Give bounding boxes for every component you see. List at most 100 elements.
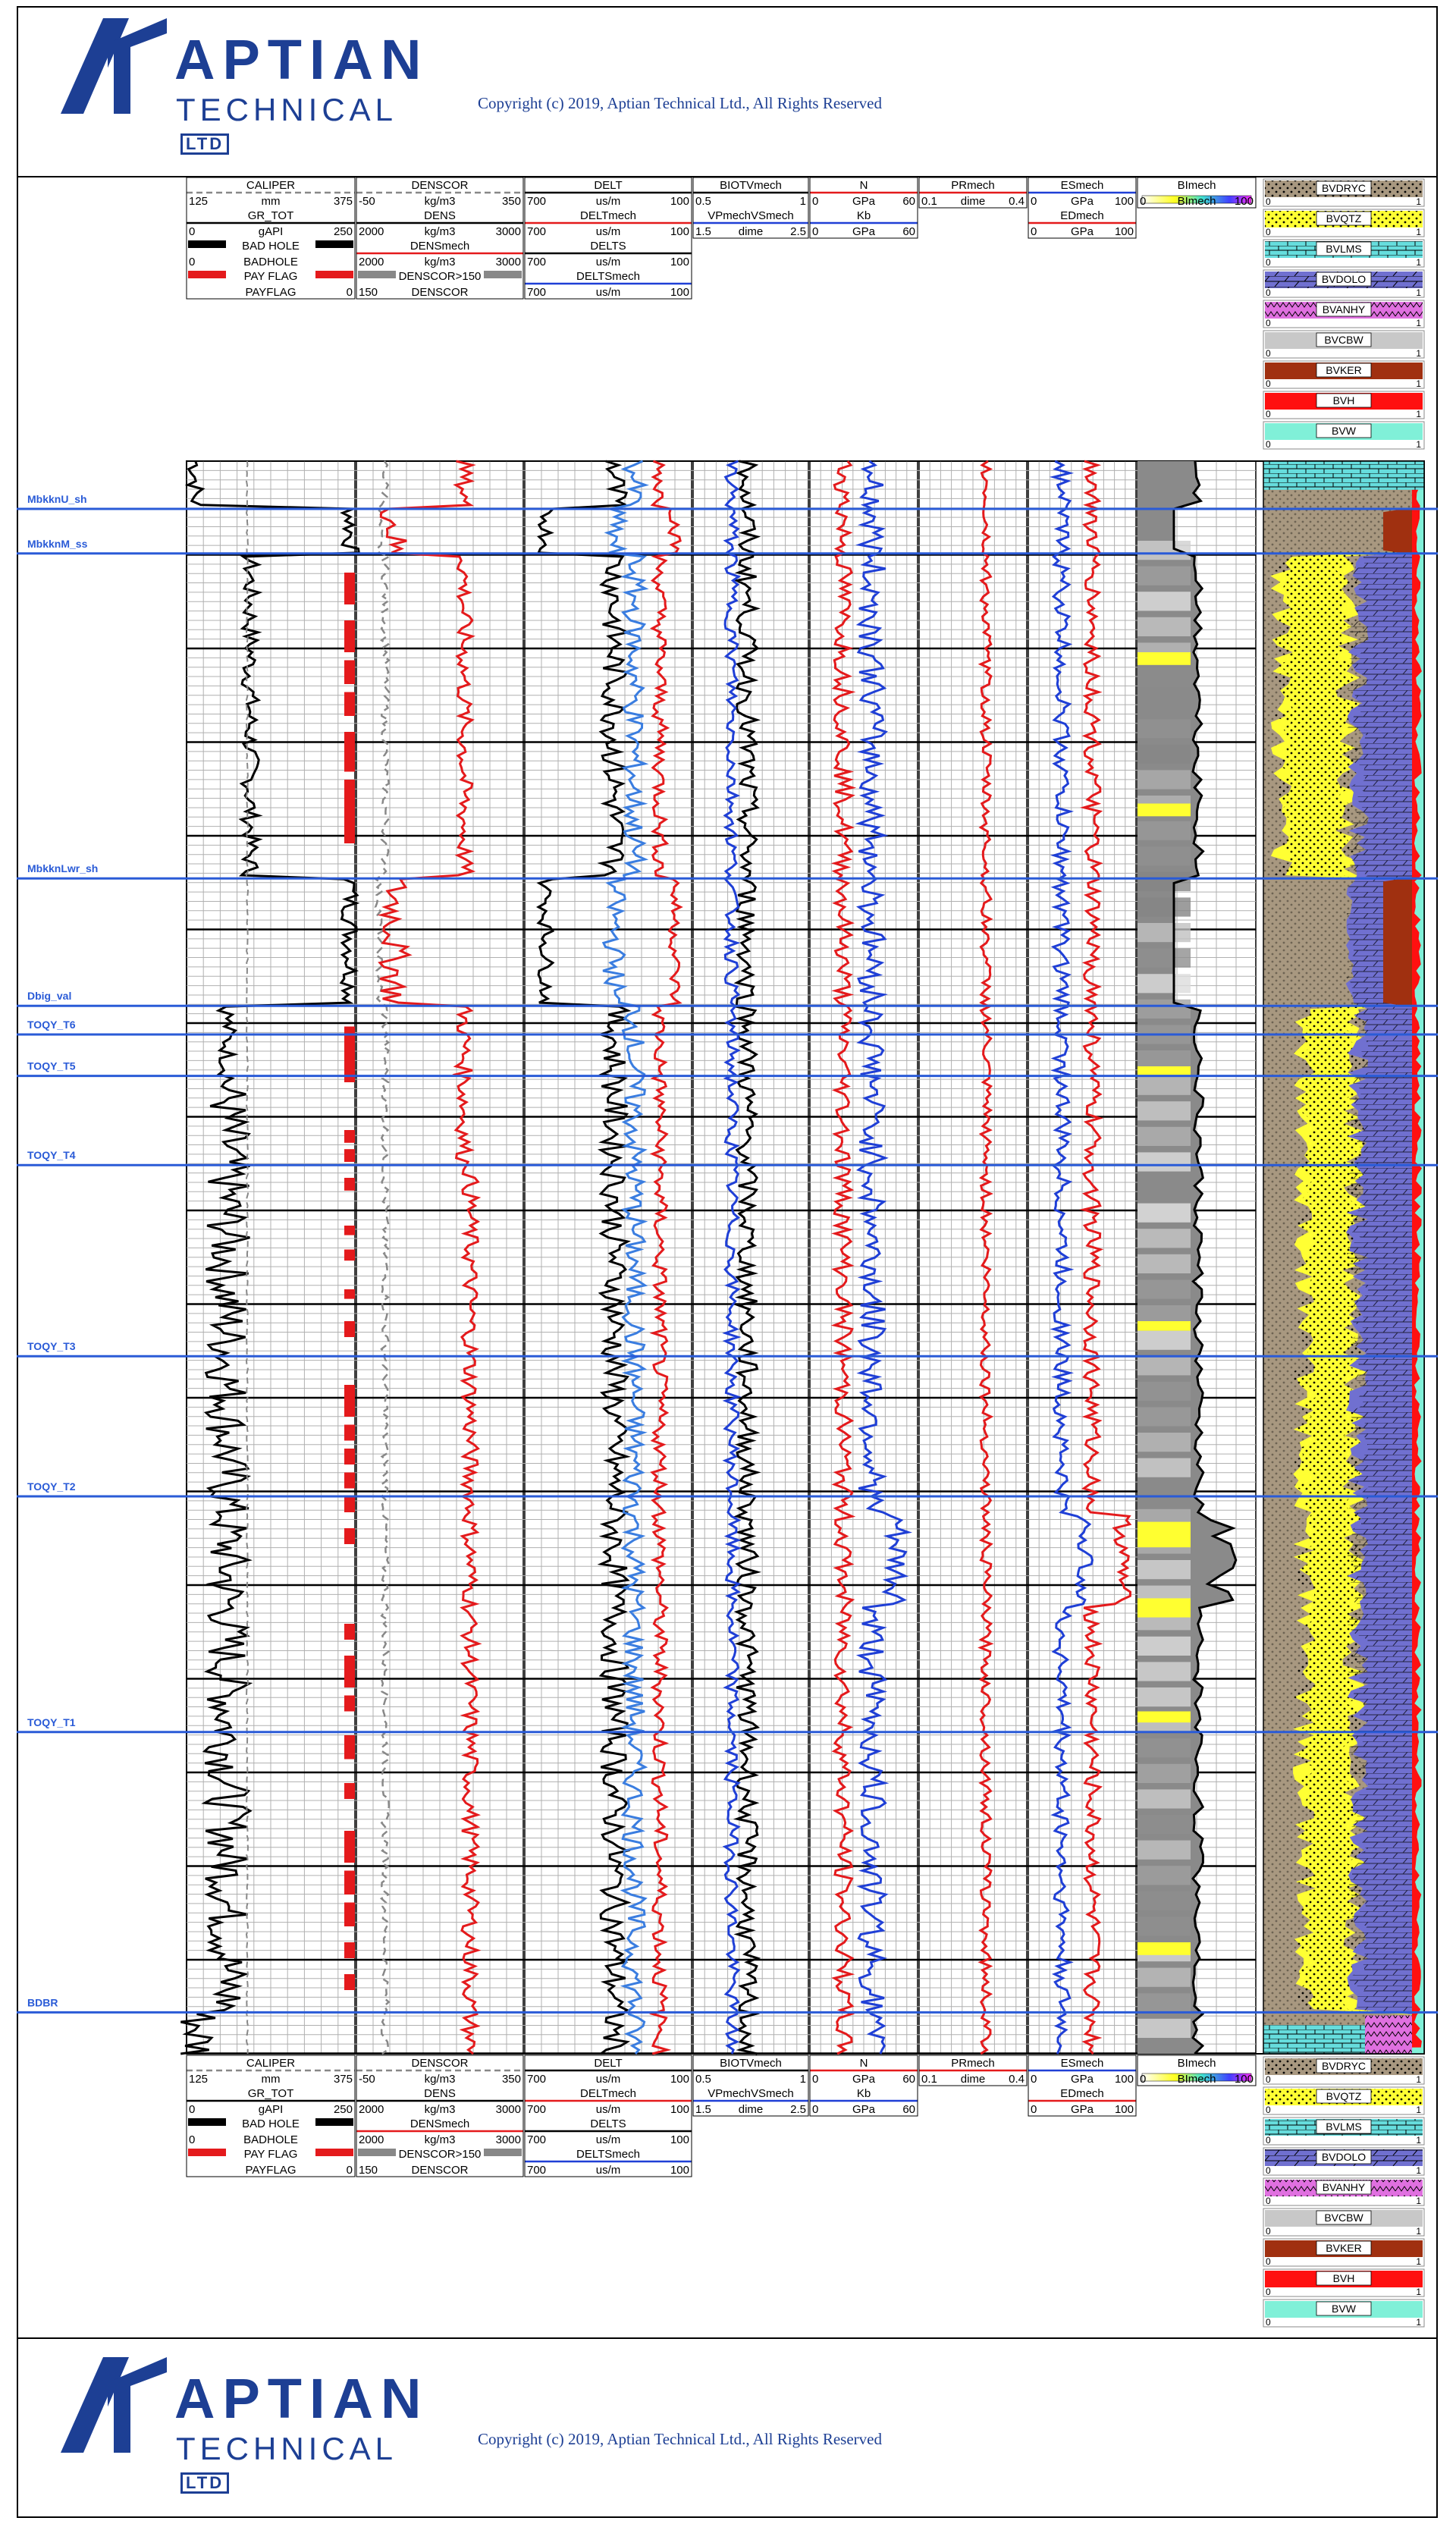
bimech-band xyxy=(1138,719,1191,739)
delts-curve xyxy=(601,460,649,2055)
header-curve-name: CALIPER xyxy=(246,2057,295,2070)
header-swatch xyxy=(315,2149,353,2156)
caliper-curve xyxy=(245,460,249,2055)
header-curve-unit: GPa xyxy=(852,2073,876,2086)
header-box xyxy=(1137,2055,1257,2086)
bimech-band xyxy=(1138,1560,1191,1580)
header-curve-max: 60 xyxy=(902,2103,915,2116)
header-curve-min: 0 xyxy=(1031,2103,1037,2116)
bimech-band xyxy=(1138,1381,1191,1401)
header-curve-unit: DENSCOR xyxy=(411,2164,468,2177)
header-box xyxy=(186,2055,356,2177)
pay-flag-mark xyxy=(344,732,355,772)
header-swatch xyxy=(1141,2073,1252,2082)
pay-flag-mark xyxy=(344,620,355,652)
bimech-band xyxy=(1138,1598,1191,1618)
header-logo: APTIAN TECHNICALLTD xyxy=(61,18,421,155)
legend-max: 1 xyxy=(1416,227,1421,237)
legend-max: 1 xyxy=(1416,409,1421,419)
legend-max: 1 xyxy=(1416,196,1421,207)
legend-max: 1 xyxy=(1416,2256,1421,2267)
header-curve-max: 1 xyxy=(800,2073,806,2086)
header-curve-min: 700 xyxy=(527,2103,546,2116)
pay-flag-mark xyxy=(344,1735,355,1760)
header-curve-min: 700 xyxy=(527,256,546,268)
denscor-curve xyxy=(374,460,391,2055)
pay-flag-mark xyxy=(344,660,355,684)
pay-flag-mark xyxy=(344,1130,355,1143)
header-curve-min: 150 xyxy=(359,286,378,299)
pay-flag-mark xyxy=(344,1178,355,1191)
header-box xyxy=(524,2055,692,2177)
header-curve-max: 250 xyxy=(334,2103,353,2116)
pay-flag-mark xyxy=(344,692,355,716)
header-curve-max: 2.5 xyxy=(790,2103,806,2116)
header-curve-unit: GPa xyxy=(852,225,876,238)
legend-max: 1 xyxy=(1416,348,1421,359)
formation-top-label: TOQY_T4 xyxy=(27,1149,76,1161)
legend-name: BVH xyxy=(1333,394,1355,407)
header-swatch xyxy=(315,240,353,248)
kb-curve xyxy=(855,460,913,2055)
header-curve-max: 100 xyxy=(670,225,689,238)
header-swatch xyxy=(315,2118,353,2126)
bimech-band xyxy=(1138,1917,1191,1936)
legend-min: 0 xyxy=(1266,2165,1271,2176)
header-curve-name: DENSCOR xyxy=(411,2057,468,2070)
bimech-band xyxy=(1138,1711,1191,1723)
legend-name: BVLMS xyxy=(1326,243,1361,255)
bimech-band xyxy=(1138,1942,1191,1955)
header-swatch xyxy=(315,271,353,278)
header-divider xyxy=(17,176,1438,177)
legend-min: 0 xyxy=(1266,409,1271,419)
bimech-band xyxy=(1138,1789,1191,1809)
header-curve-name: DELTmech xyxy=(580,209,636,222)
header-curve-name: EDmech xyxy=(1060,209,1104,222)
bimech-band xyxy=(1138,1687,1191,1707)
bimech-band xyxy=(1138,566,1191,585)
header-swatch xyxy=(484,2149,522,2156)
legend-name-box xyxy=(1316,2058,1372,2074)
header-curve-name: PRmech xyxy=(951,2057,995,2070)
legend-name-box xyxy=(1316,241,1372,256)
footer-divider xyxy=(17,2337,1438,2339)
bimech-band xyxy=(1138,1840,1191,1860)
bimech-band xyxy=(1138,693,1191,713)
header-curve-max: 100 xyxy=(670,2103,689,2116)
bimech-band xyxy=(1138,1433,1191,1452)
formation-top-label: TOQY_T5 xyxy=(27,1060,76,1072)
legend-max: 1 xyxy=(1416,2317,1421,2328)
aptian-logo-icon xyxy=(61,2357,167,2453)
bimech-band xyxy=(1138,1178,1191,1198)
header-curve-name: DENSCOR>150 xyxy=(399,2148,482,2161)
legend-name: BVH xyxy=(1333,2272,1355,2284)
pay-flag-mark xyxy=(344,1449,355,1464)
header-curve-name: DENSmech xyxy=(410,240,469,253)
track-header-top: CALIPER 125 mm 375 GR_TOT 0 gAPI 250 BAD HOLE 0 BA… xyxy=(186,177,1257,300)
formation-top-label: TOQY_T2 xyxy=(27,1480,76,1493)
header-curve-min: 0 xyxy=(189,2133,195,2146)
bimech-band xyxy=(1138,846,1191,866)
bimech-band xyxy=(1138,1891,1191,1910)
header-curve-name: DELT xyxy=(594,179,622,192)
header-curve-unit: DENSCOR xyxy=(411,286,468,299)
header-curve-min: 2000 xyxy=(359,2133,384,2146)
legend-max: 1 xyxy=(1416,439,1421,450)
header-curve-min: 125 xyxy=(189,195,208,208)
bimech-band xyxy=(1138,1279,1191,1299)
header-curve-min: 0 xyxy=(189,225,195,238)
pay-flag-mark xyxy=(344,780,355,843)
bimech-band xyxy=(1138,592,1191,611)
header-curve-min: 0 xyxy=(812,225,818,238)
legend-name-box xyxy=(1316,393,1372,408)
header-curve-name: BImech xyxy=(1178,2057,1216,2070)
header-curve-unit: us/m xyxy=(596,2164,621,2177)
legend-name-box xyxy=(1316,302,1372,317)
bimech-band xyxy=(1138,1321,1191,1331)
header-curve-unit: dime xyxy=(961,195,986,208)
bimech-band xyxy=(1138,652,1191,665)
esmech-curve xyxy=(1049,460,1094,2055)
header-curve-min: 0 xyxy=(1140,2073,1146,2086)
header-curve-unit: dime xyxy=(961,2073,986,2086)
header-swatch xyxy=(358,2149,396,2156)
